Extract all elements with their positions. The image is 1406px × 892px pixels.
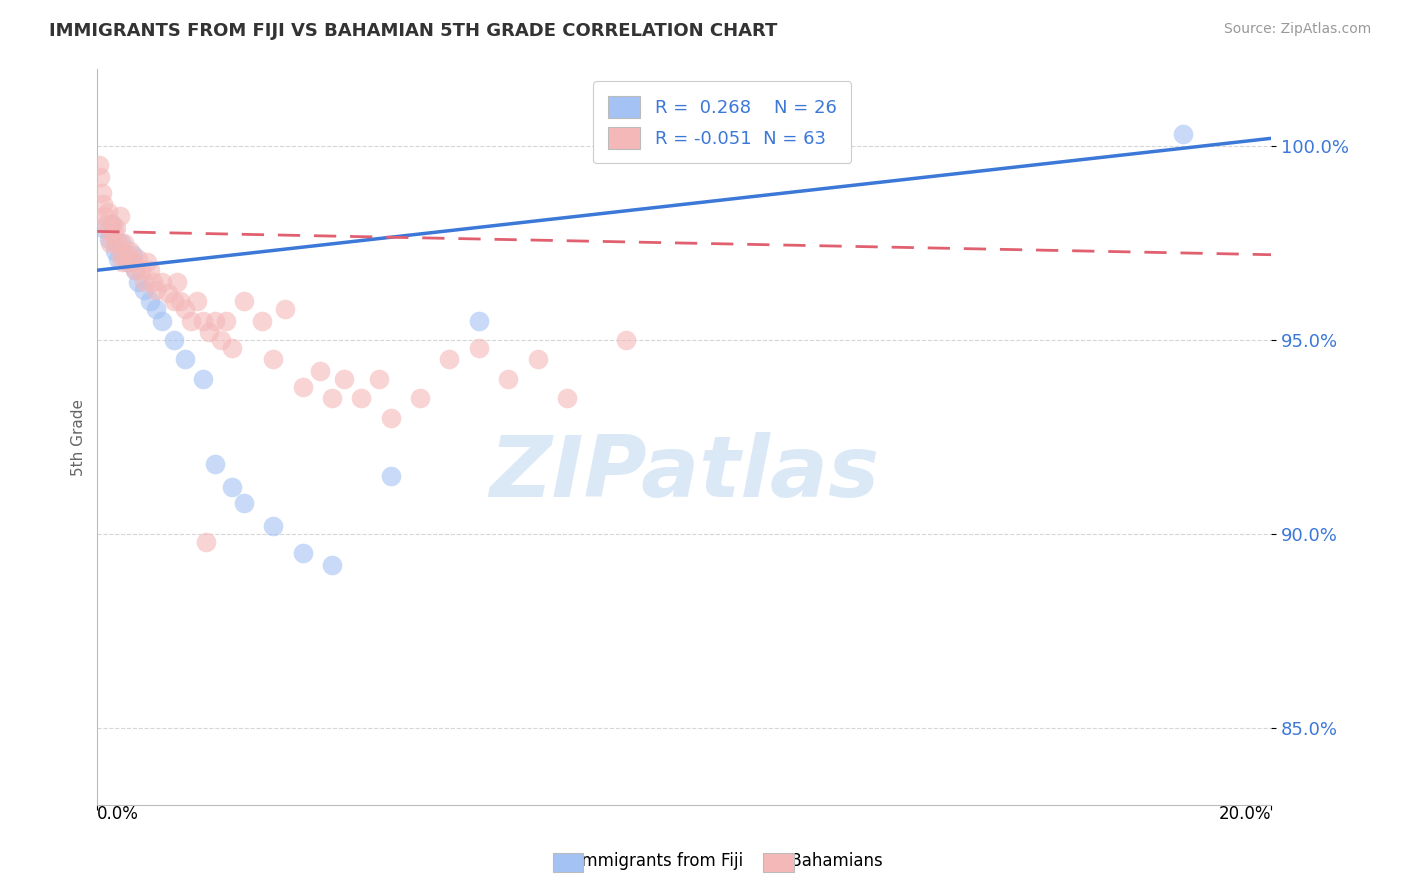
Point [118,244,141,258]
Text: ZIPatlas: ZIPatlas [489,433,879,516]
Point [97,205,120,219]
Point [110,235,132,250]
Point [131,263,153,277]
Point [98,224,121,238]
Text: 0.0%: 0.0% [97,805,139,823]
Point [103,224,125,238]
Point [191,372,214,386]
Text: IMMIGRANTS FROM FIJI VS BAHAMIAN 5TH GRADE CORRELATION CHART: IMMIGRANTS FROM FIJI VS BAHAMIAN 5TH GRA… [49,22,778,40]
Point [107,252,129,266]
Point [156,286,179,301]
Point [134,275,156,289]
Point [409,391,432,405]
Point [112,235,135,250]
Point [180,313,202,327]
Point [186,294,208,309]
Point [191,313,214,327]
Point [204,457,226,471]
Point [98,232,121,246]
Point [262,519,284,533]
Point [127,275,149,289]
Point [380,468,402,483]
Point [87,159,110,173]
Point [194,534,217,549]
Y-axis label: 5th Grade: 5th Grade [72,399,86,475]
Legend: R =  0.268    N = 26, R = -0.051  N = 63: R = 0.268 N = 26, R = -0.051 N = 63 [593,81,851,163]
Point [166,275,188,289]
Point [368,372,391,386]
Point [174,301,197,316]
Point [204,313,226,327]
Point [262,352,284,367]
Point [233,294,256,309]
Text: Source: ZipAtlas.com: Source: ZipAtlas.com [1223,22,1371,37]
Point [121,248,143,262]
Point [105,220,128,235]
Point [89,170,111,185]
Point [233,496,256,510]
Point [101,217,124,231]
Point [96,217,118,231]
Point [614,333,637,347]
Point [169,294,191,309]
Point [209,333,232,347]
Point [117,255,139,269]
Point [139,294,162,309]
Point [121,255,143,269]
Point [321,391,343,405]
Point [150,313,173,327]
Point [145,283,167,297]
Text: Immigrants from Fiji         Bahamians: Immigrants from Fiji Bahamians [523,852,883,870]
Point [134,283,156,297]
Point [309,364,332,378]
Point [150,275,173,289]
Point [291,379,314,393]
Text: 20.0%: 20.0% [1219,805,1271,823]
Point [380,410,402,425]
Point [91,186,114,200]
Point [136,255,159,269]
Point [221,480,243,494]
Point [350,391,373,405]
Point [93,209,115,223]
Point [274,301,297,316]
Point [468,313,491,327]
Point [163,294,186,309]
Point [124,263,146,277]
Point [333,372,356,386]
Point [115,255,138,269]
Point [468,341,491,355]
Point [163,333,186,347]
Point [101,217,124,231]
Point [174,352,197,367]
Point [108,209,131,223]
Point [1171,128,1194,142]
Point [127,252,149,266]
Point [321,558,343,572]
Point [142,275,165,289]
Point [115,248,138,262]
Point [526,352,548,367]
Point [110,248,132,262]
Point [145,301,167,316]
Point [104,235,127,250]
Point [221,341,243,355]
Point [104,244,127,258]
Point [496,372,519,386]
Point [250,313,273,327]
Point [215,313,238,327]
Point [111,255,134,269]
Point [198,326,221,340]
Point [91,220,114,235]
Point [98,235,121,250]
Point [439,352,461,367]
Point [291,546,314,560]
Point [124,263,146,277]
Point [107,235,129,250]
Point [555,391,578,405]
Point [139,263,162,277]
Point [91,197,114,211]
